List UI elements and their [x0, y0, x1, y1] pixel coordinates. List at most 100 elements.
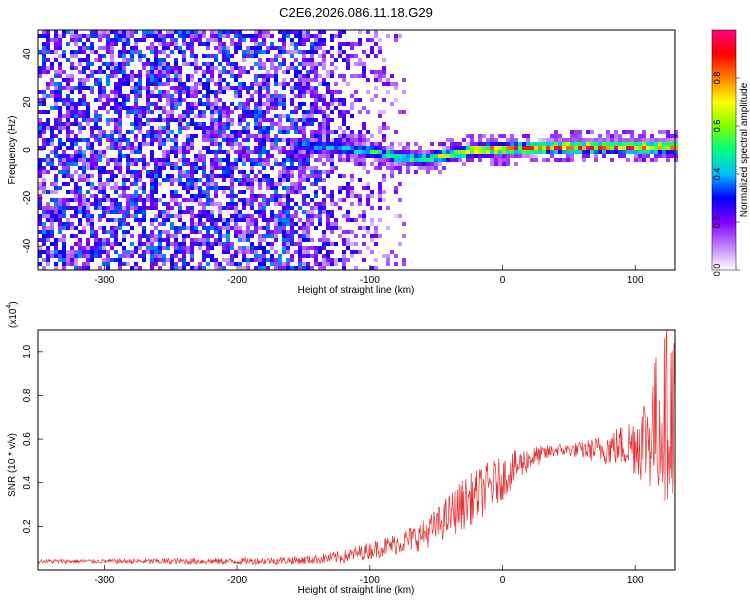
- spectrogram-cell: [166, 66, 170, 70]
- spectrogram-cell: [294, 50, 298, 54]
- spectrogram-cell: [158, 70, 162, 74]
- spectrogram-cell: [146, 238, 150, 242]
- spectrogram-cell: [182, 62, 186, 66]
- spectrogram-cell: [102, 182, 106, 186]
- spectrogram-cell: [298, 118, 302, 122]
- spectrogram-cell: [126, 178, 130, 182]
- spectrogram-cell: [378, 114, 382, 118]
- spectrogram-cell: [182, 110, 186, 114]
- spectrogram-cell: [278, 222, 282, 226]
- spectrogram-cell: [274, 262, 278, 266]
- spectrogram-cell: [74, 210, 78, 214]
- spectrogram-cell: [278, 50, 282, 54]
- spectrogram-cell: [246, 258, 250, 262]
- spectrogram-cell: [142, 254, 146, 258]
- spectrogram-cell: [270, 262, 274, 266]
- spectrogram-cell: [210, 38, 214, 42]
- spectrogram-cell: [74, 154, 78, 158]
- spectrogram-cell: [190, 90, 194, 94]
- spectrogram-cell: [302, 246, 306, 250]
- spectrogram-cell: [134, 174, 138, 178]
- spectrogram-cell: [90, 142, 94, 146]
- spectrogram-cell: [302, 250, 306, 254]
- spectrogram-cell: [118, 258, 122, 262]
- spectrogram-cell: [178, 114, 182, 118]
- spectrogram-cell: [198, 242, 202, 246]
- spectrogram-cell: [162, 238, 166, 242]
- spectrogram-cell: [42, 66, 46, 70]
- spectrogram-cell: [342, 254, 346, 258]
- spectrogram-cell: [210, 258, 214, 262]
- spectrogram-cell: [322, 30, 326, 34]
- spectrogram-cell: [166, 158, 170, 162]
- spectrogram-cell: [322, 58, 326, 62]
- spectrogram-cell: [78, 190, 82, 194]
- spectrogram-cell: [62, 242, 66, 246]
- spectrogram-cell: [194, 126, 198, 130]
- spectrogram-cell: [78, 266, 82, 270]
- spectrogram-cell: [130, 70, 134, 74]
- spectrogram-cell: [158, 78, 162, 82]
- spectrogram-cell: [258, 214, 262, 218]
- spectrogram-cell: [390, 170, 394, 174]
- spectrogram-cell: [290, 182, 294, 186]
- spectrogram-cell: [274, 66, 278, 70]
- spectrogram-cell: [298, 162, 302, 166]
- spectrogram-cell: [90, 62, 94, 66]
- spectrogram-cell: [398, 182, 402, 186]
- spectrogram-cell: [90, 254, 94, 258]
- spectrogram-cell: [266, 134, 270, 138]
- spectrogram-cell: [202, 210, 206, 214]
- spectrogram-cell: [90, 74, 94, 78]
- spectrogram-cell: [330, 170, 334, 174]
- spectrogram-cell: [226, 262, 230, 266]
- spectrogram-cell: [106, 254, 110, 258]
- spectrogram-cell: [286, 166, 290, 170]
- spectrogram-cell: [330, 34, 334, 38]
- spectrogram-cell: [358, 134, 362, 138]
- spectrogram-cell: [506, 150, 510, 154]
- spectrogram-cell: [542, 146, 546, 150]
- spectrogram-cell: [438, 170, 442, 174]
- spectrogram-cell: [130, 226, 134, 230]
- spectrogram-cell: [322, 198, 326, 202]
- spectrogram-cell: [374, 234, 378, 238]
- spectrogram-cell: [274, 238, 278, 242]
- spectrogram-cell: [262, 238, 266, 242]
- spectrogram-cell: [170, 130, 174, 134]
- spectrogram-cell: [258, 150, 262, 154]
- spectrogram-cell: [46, 42, 50, 46]
- spectrogram-cell: [102, 62, 106, 66]
- spectrogram-cell: [262, 250, 266, 254]
- spectrogram-cell: [254, 114, 258, 118]
- spectrogram-cell: [146, 90, 150, 94]
- spectrogram-cell: [70, 110, 74, 114]
- spectrogram-cell: [226, 162, 230, 166]
- spectrogram-cell: [662, 130, 666, 134]
- spectrogram-cell: [338, 134, 342, 138]
- spectrogram-cell: [290, 126, 294, 130]
- spectrogram-cell: [334, 138, 338, 142]
- spectrogram-cell: [118, 142, 122, 146]
- spectrogram-cell: [106, 210, 110, 214]
- spectrogram-cell: [602, 138, 606, 142]
- spectrogram-cell: [202, 242, 206, 246]
- spectrogram-cell: [142, 250, 146, 254]
- spectrogram-cell: [46, 118, 50, 122]
- spectrogram-cell: [378, 218, 382, 222]
- spectrogram-cell: [138, 74, 142, 78]
- spectrogram-cell: [478, 150, 482, 154]
- spectrogram-cell: [210, 54, 214, 58]
- spectrogram-cell: [70, 86, 74, 90]
- spectrogram-cell: [170, 234, 174, 238]
- spectrogram-cell: [310, 102, 314, 106]
- spectrogram-cell: [114, 250, 118, 254]
- spectrogram-cell: [150, 138, 154, 142]
- spectrogram-cell: [62, 202, 66, 206]
- colorbar: 0.00.20.40.60.8 Normalized spectral ampl…: [711, 29, 750, 276]
- spectrogram-cell: [254, 226, 258, 230]
- spectrogram-cell: [166, 62, 170, 66]
- spectrogram-cell: [526, 134, 530, 138]
- spectrogram-cell: [302, 86, 306, 90]
- spectrogram-cell: [146, 46, 150, 50]
